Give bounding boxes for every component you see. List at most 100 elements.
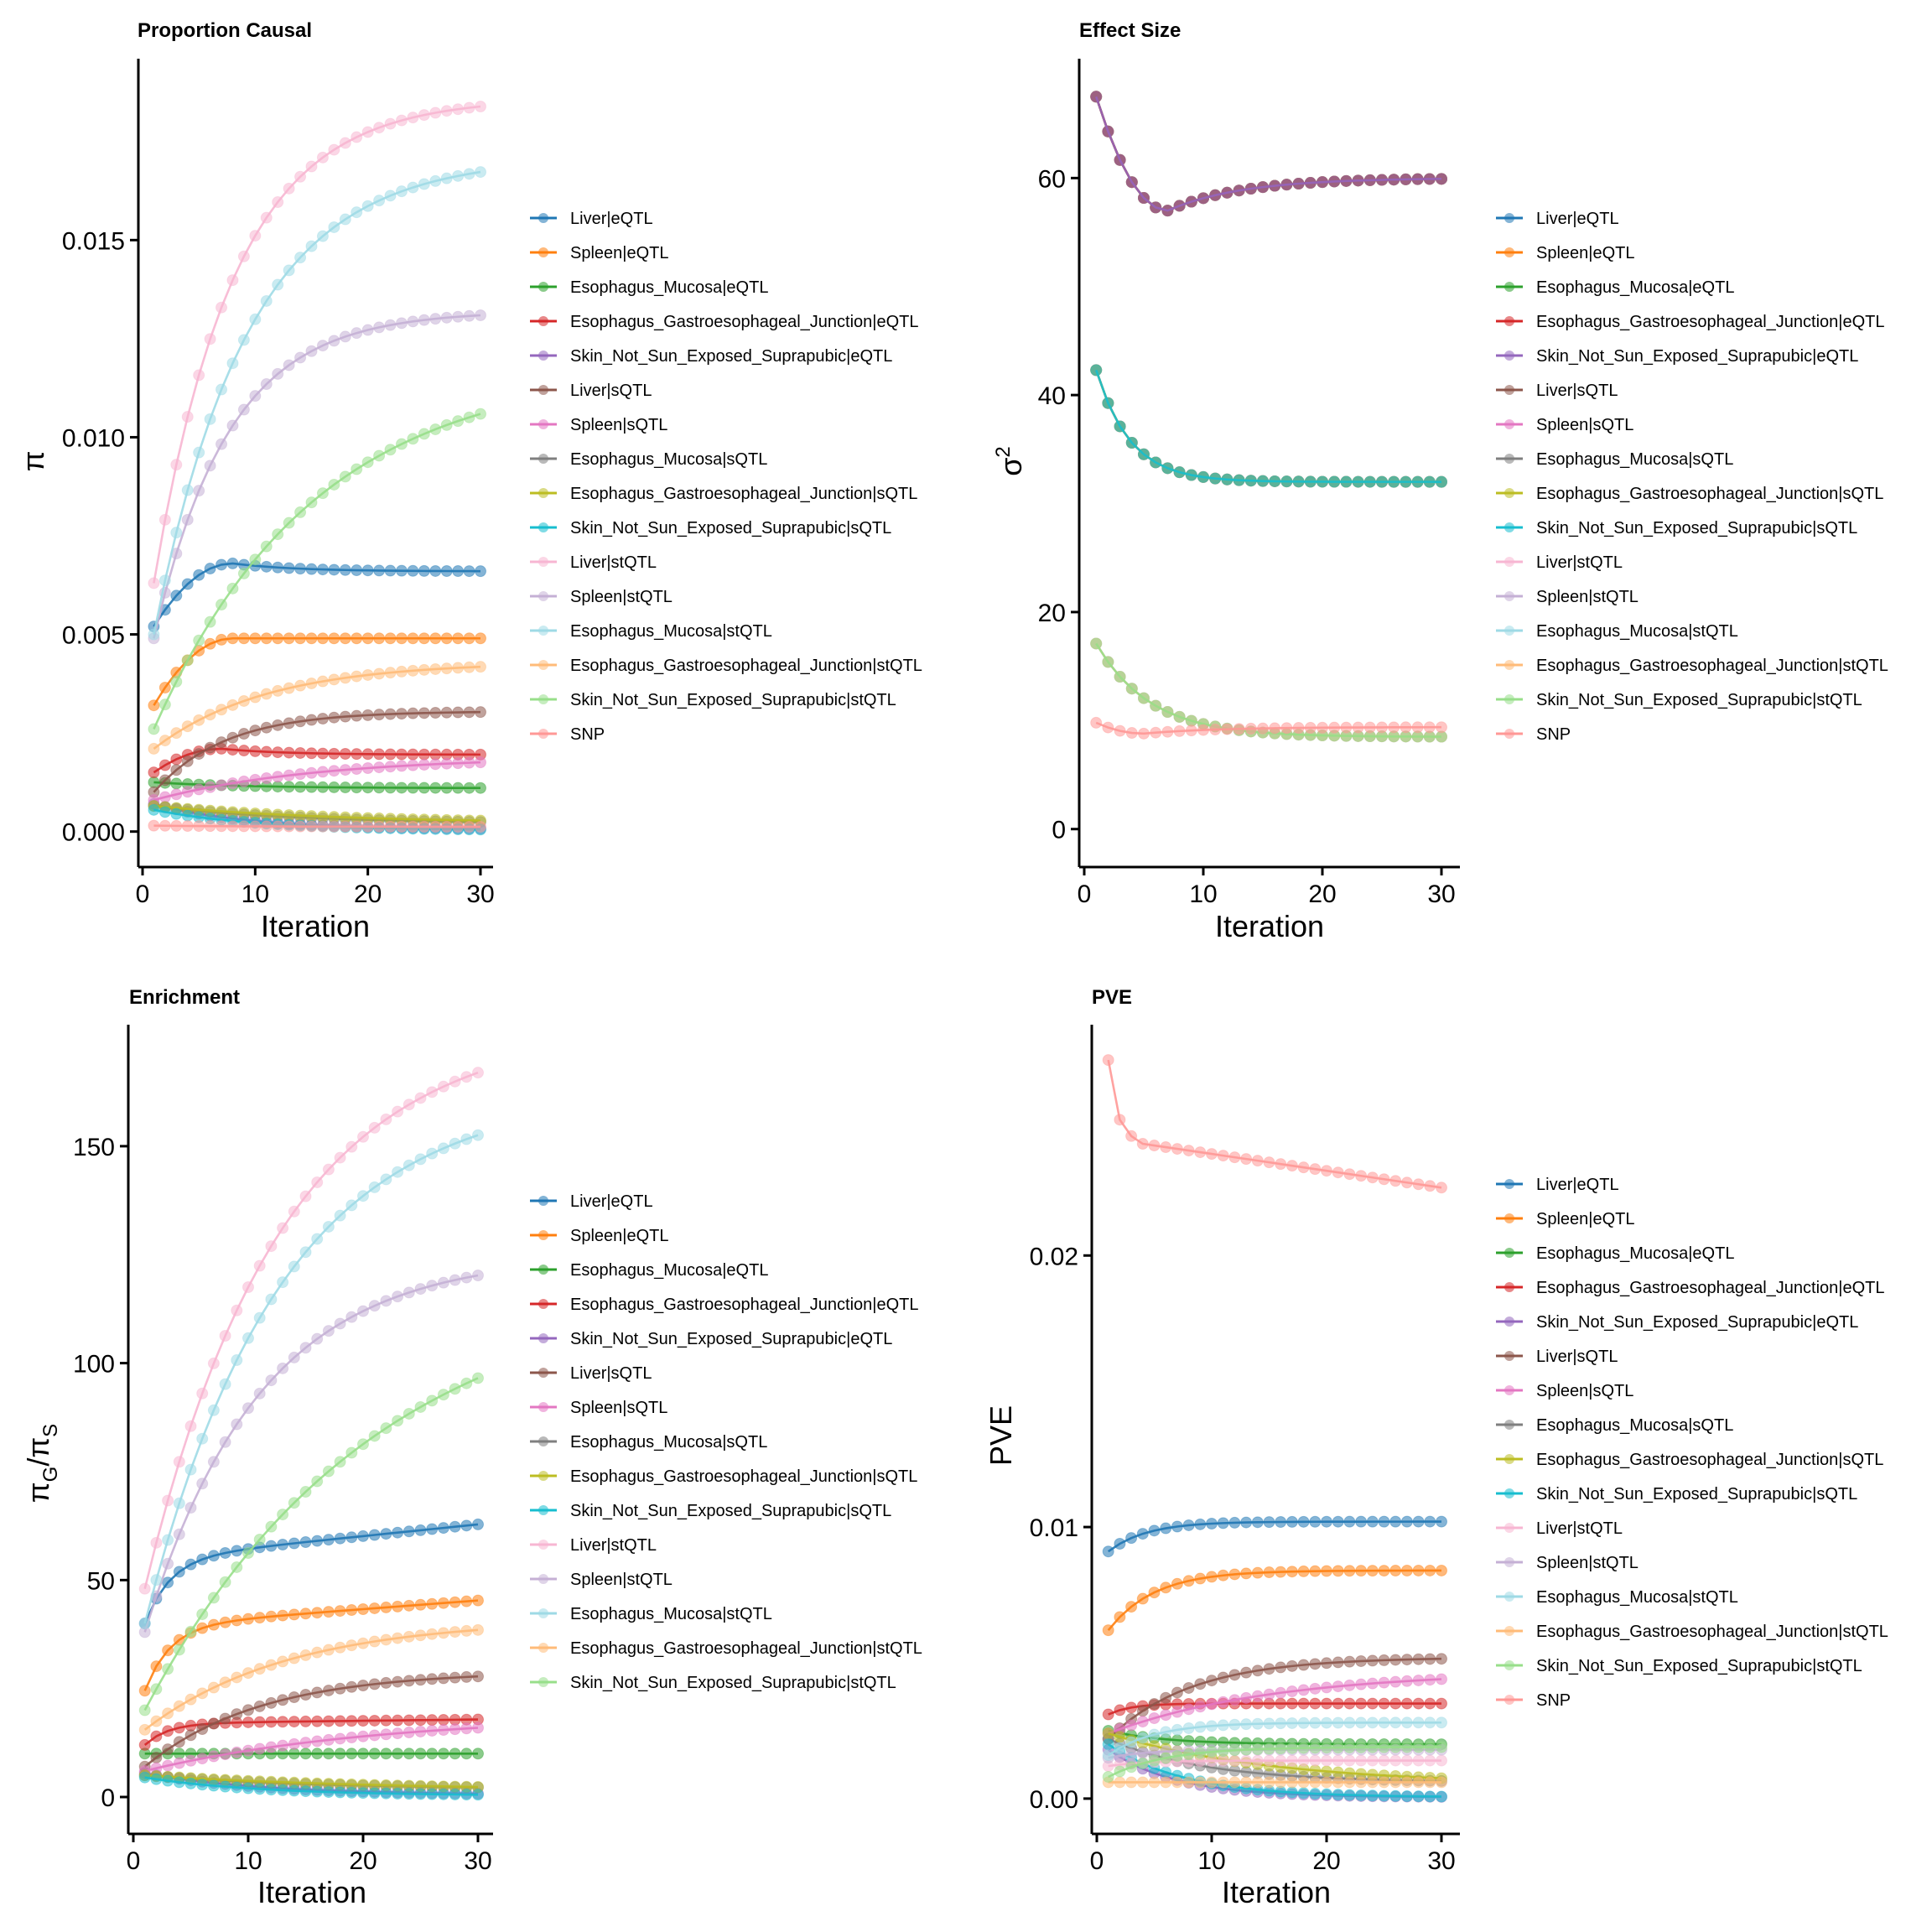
data-point xyxy=(429,748,442,761)
y-ticks: 0.00 0.01 0.02 xyxy=(1030,1243,1092,1814)
data-point xyxy=(1411,475,1424,488)
data-point xyxy=(1160,1776,1172,1789)
legend-label: Esophagus_Gastroesophageal_Junction|stQT… xyxy=(1536,657,1888,675)
data-point xyxy=(463,820,475,833)
data-point xyxy=(1125,1532,1138,1545)
data-point xyxy=(437,1389,449,1401)
data-point xyxy=(1424,1564,1436,1576)
data-point xyxy=(345,1680,358,1693)
data-point xyxy=(1251,1690,1264,1702)
y-tick-label: 0.010 xyxy=(62,424,125,452)
data-point xyxy=(460,1624,473,1637)
data-point xyxy=(1321,1515,1332,1528)
data-point xyxy=(207,1404,220,1416)
data-point xyxy=(463,782,475,794)
data-point xyxy=(305,160,318,173)
data-point xyxy=(380,1422,392,1435)
data-point xyxy=(357,1748,369,1760)
data-point xyxy=(475,101,486,113)
data-point xyxy=(294,506,307,518)
data-point xyxy=(219,1616,231,1628)
data-point xyxy=(1263,1742,1275,1755)
data-point xyxy=(253,1742,266,1755)
data-point xyxy=(1285,1786,1298,1799)
data-point xyxy=(449,1626,461,1639)
legend-label: Skin_Not_Sun_Exposed_Suprapubic|eQTL xyxy=(570,1330,892,1348)
data-point xyxy=(1389,1565,1402,1577)
data-point xyxy=(407,748,419,761)
data-point xyxy=(193,634,205,647)
legend-item: Esophagus_Mucosa|stQTL xyxy=(530,1605,772,1623)
legend-swatch-point xyxy=(538,729,548,739)
legend-item: Skin_Not_Sun_Exposed_Suprapubic|stQTL xyxy=(530,691,896,709)
series-esophagus-gastroesophageal-junction-stqtl xyxy=(1102,1776,1447,1789)
data-point xyxy=(449,1596,461,1608)
data-point xyxy=(193,569,205,581)
data-point xyxy=(1424,1741,1436,1753)
legend-item: Liver|eQTL xyxy=(530,210,653,228)
data-point xyxy=(162,1663,174,1675)
data-point xyxy=(1366,1697,1379,1710)
legend-swatch-point xyxy=(1504,522,1514,532)
data-point xyxy=(226,582,239,595)
data-point xyxy=(196,1432,209,1445)
data-point xyxy=(452,310,465,323)
data-point xyxy=(1114,153,1126,166)
legend-item: Spleen|eQTL xyxy=(530,244,669,262)
legend-label: Spleen|sQTL xyxy=(1536,1382,1633,1400)
data-point xyxy=(402,1727,415,1739)
data-point xyxy=(294,768,307,781)
data-point xyxy=(1436,1182,1447,1194)
data-point xyxy=(316,230,329,242)
legend-label: Esophagus_Gastroesophageal_Junction|stQT… xyxy=(1536,1623,1888,1641)
data-point xyxy=(361,709,374,721)
data-point xyxy=(294,563,307,575)
data-point xyxy=(150,1574,163,1587)
data-point xyxy=(440,632,453,645)
data-point xyxy=(1114,1114,1126,1126)
data-point xyxy=(1309,1776,1322,1789)
series-skin-not-sun-exposed-suprapubic-sqtl xyxy=(1090,364,1447,488)
legend-swatch-point xyxy=(1504,247,1514,257)
data-point xyxy=(429,632,442,645)
data-point xyxy=(426,1394,439,1407)
data-point xyxy=(196,1723,209,1736)
data-point xyxy=(260,540,273,553)
data-point xyxy=(463,706,475,719)
legend-label: Spleen|sQTL xyxy=(570,1399,667,1417)
data-point xyxy=(305,632,318,645)
data-point xyxy=(1304,475,1317,488)
data-point xyxy=(1297,1565,1310,1577)
data-point xyxy=(305,766,318,779)
data-point xyxy=(283,562,295,574)
data-point xyxy=(138,1582,151,1595)
data-point xyxy=(204,333,216,345)
data-point xyxy=(1355,1776,1368,1789)
data-point xyxy=(1343,1716,1356,1729)
legend-label: Esophagus_Gastroesophageal_Junction|eQTL xyxy=(570,1296,918,1314)
data-point xyxy=(1343,1697,1356,1710)
data-point xyxy=(277,1509,289,1521)
data-point xyxy=(1378,1776,1390,1789)
data-point xyxy=(402,1286,415,1299)
legend-swatch-point xyxy=(1504,213,1514,223)
data-point xyxy=(429,820,442,833)
data-point xyxy=(1125,1601,1138,1613)
data-point xyxy=(351,748,363,761)
data-point xyxy=(1378,1515,1390,1528)
data-point xyxy=(311,1715,324,1727)
data-point xyxy=(339,672,351,684)
data-point xyxy=(237,632,250,645)
data-point xyxy=(242,1744,254,1757)
data-point xyxy=(170,727,183,740)
legend-swatch-point xyxy=(538,488,548,498)
data-point xyxy=(181,720,194,733)
data-point xyxy=(181,654,194,667)
data-point xyxy=(311,1646,324,1659)
data-point xyxy=(260,632,273,645)
legend-swatch-point xyxy=(538,1574,548,1584)
legend-swatch-point xyxy=(538,419,548,429)
data-point xyxy=(452,662,465,674)
data-point xyxy=(242,1704,254,1716)
data-point xyxy=(322,1644,335,1656)
